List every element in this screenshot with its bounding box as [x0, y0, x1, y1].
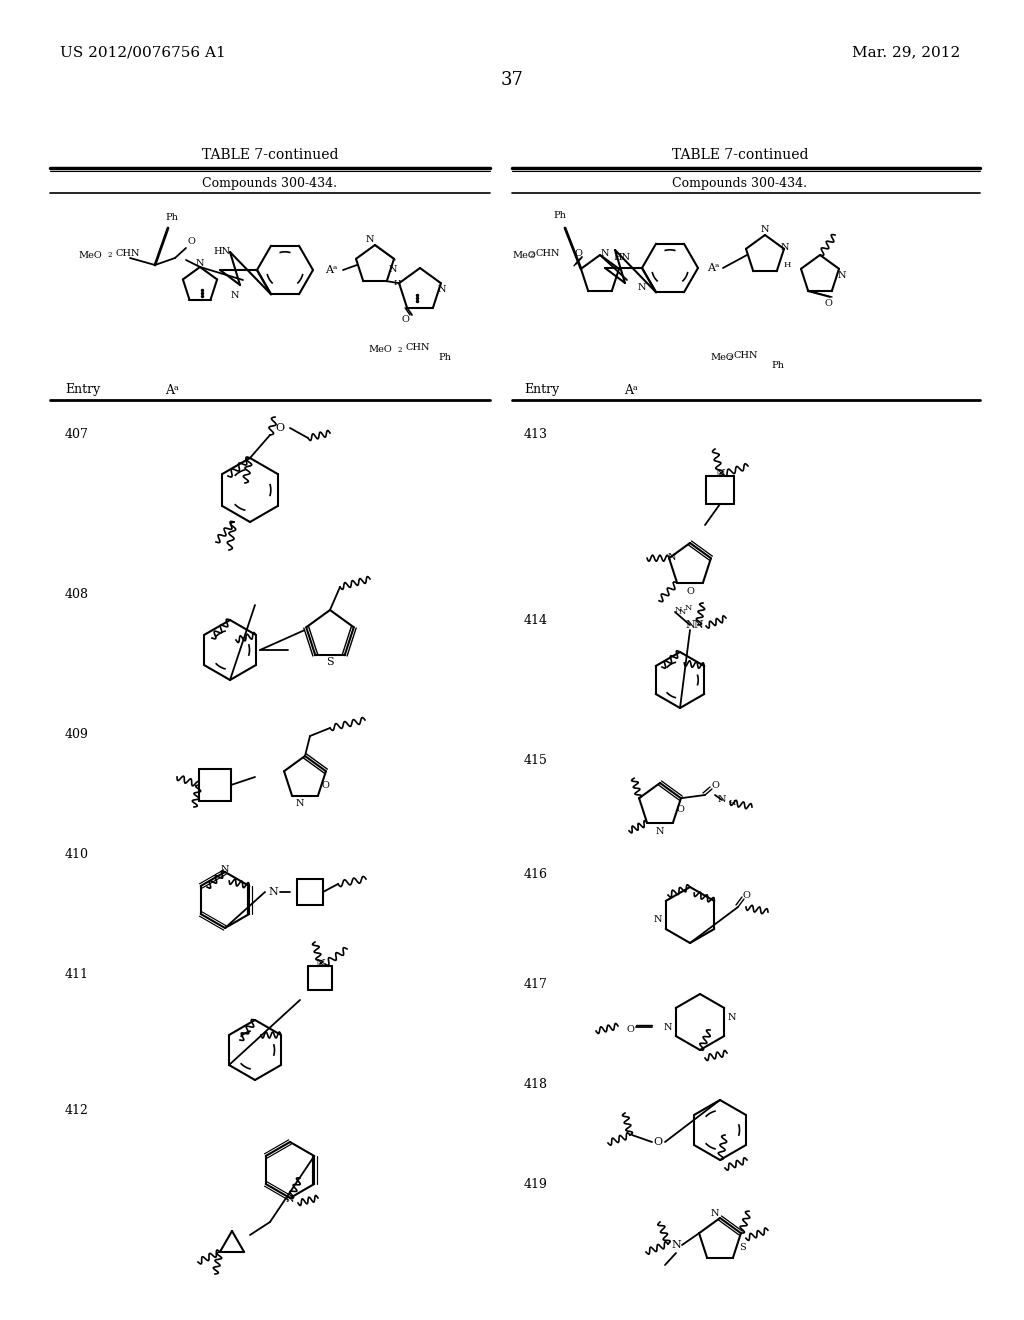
Text: O: O	[401, 315, 409, 325]
Text: N: N	[675, 606, 682, 614]
Text: 415: 415	[524, 754, 548, 767]
Text: HN: HN	[213, 248, 230, 256]
Text: N: N	[718, 796, 726, 804]
Text: N: N	[196, 259, 204, 268]
Text: O: O	[711, 780, 719, 789]
Text: Entry: Entry	[524, 384, 559, 396]
Text: 2: 2	[727, 354, 731, 362]
Text: 418: 418	[524, 1078, 548, 1092]
Text: N: N	[678, 609, 686, 616]
Text: N: N	[366, 235, 374, 244]
Text: 2: 2	[398, 346, 402, 354]
Text: Ph: Ph	[554, 210, 566, 219]
Text: 408: 408	[65, 589, 89, 602]
Text: N: N	[715, 469, 725, 479]
Text: 2: 2	[529, 251, 534, 259]
Text: N: N	[315, 960, 325, 969]
Text: N: N	[268, 887, 278, 898]
Text: Compounds 300-434.: Compounds 300-434.	[673, 177, 808, 190]
Text: N: N	[221, 866, 229, 874]
Text: MeO: MeO	[512, 251, 536, 260]
Text: O: O	[574, 248, 582, 257]
Text: N: N	[664, 1023, 672, 1031]
Text: N: N	[711, 1209, 719, 1218]
Text: N: N	[638, 284, 646, 293]
Text: O: O	[275, 422, 285, 433]
Text: 413: 413	[524, 429, 548, 441]
Text: Aᵃ: Aᵃ	[165, 384, 179, 396]
Text: 2: 2	[108, 251, 113, 259]
Text: 419: 419	[524, 1179, 548, 1192]
Text: 412: 412	[65, 1104, 89, 1117]
Text: N: N	[668, 553, 676, 561]
Text: MeO: MeO	[710, 354, 734, 363]
Text: N: N	[728, 1012, 736, 1022]
Text: O: O	[742, 891, 750, 899]
Text: Ph: Ph	[438, 354, 452, 363]
Text: O: O	[676, 805, 684, 814]
Text: N: N	[601, 248, 609, 257]
Text: O: O	[653, 1137, 663, 1147]
Text: S: S	[327, 657, 334, 667]
Text: N: N	[671, 1239, 681, 1250]
Text: Compounds 300-434.: Compounds 300-434.	[203, 177, 338, 190]
Text: O: O	[686, 586, 694, 595]
Text: H: H	[393, 279, 400, 286]
Text: 37: 37	[501, 71, 523, 88]
Text: 411: 411	[65, 969, 89, 982]
Text: MeO: MeO	[78, 251, 101, 260]
Text: Entry: Entry	[65, 384, 100, 396]
Text: H: H	[728, 799, 735, 807]
Text: HN: HN	[613, 253, 631, 263]
Text: H: H	[783, 261, 791, 269]
Text: N: N	[655, 826, 665, 836]
Text: O: O	[187, 238, 195, 247]
Text: Aᵃ: Aᵃ	[624, 384, 638, 396]
Text: 407: 407	[65, 429, 89, 441]
Text: Aᵃ: Aᵃ	[325, 265, 337, 275]
Text: US 2012/0076756 A1: US 2012/0076756 A1	[60, 45, 225, 59]
Text: N: N	[685, 620, 695, 630]
Text: N: N	[780, 243, 790, 252]
Text: N: N	[296, 799, 304, 808]
Text: Ph: Ph	[771, 362, 784, 371]
Text: 416: 416	[524, 869, 548, 882]
Text: O: O	[824, 298, 831, 308]
Text: 417: 417	[524, 978, 548, 991]
Text: N: N	[684, 605, 691, 612]
Text: TABLE 7-continued: TABLE 7-continued	[672, 148, 808, 162]
Text: TABLE 7-continued: TABLE 7-continued	[202, 148, 338, 162]
Text: 410: 410	[65, 849, 89, 862]
Text: MeO: MeO	[368, 346, 392, 355]
Text: O: O	[322, 781, 329, 791]
Text: Ph: Ph	[166, 214, 178, 223]
Text: N: N	[389, 265, 397, 275]
Text: N: N	[761, 226, 769, 235]
Text: N: N	[286, 1196, 294, 1204]
Text: O: O	[626, 1026, 634, 1035]
Text: S: S	[738, 1243, 745, 1253]
Text: N: N	[838, 271, 846, 280]
Text: 409: 409	[65, 729, 89, 742]
Text: CHN: CHN	[406, 343, 429, 352]
Text: N: N	[653, 916, 663, 924]
Text: CHN: CHN	[115, 248, 139, 257]
Text: Mar. 29, 2012: Mar. 29, 2012	[852, 45, 961, 59]
Text: Aᵃ: Aᵃ	[707, 263, 719, 273]
Text: CHN: CHN	[734, 351, 759, 360]
Text: N: N	[693, 620, 702, 630]
Text: CHN: CHN	[536, 248, 560, 257]
Text: N: N	[437, 285, 446, 294]
Text: N: N	[230, 290, 240, 300]
Text: 414: 414	[524, 614, 548, 627]
